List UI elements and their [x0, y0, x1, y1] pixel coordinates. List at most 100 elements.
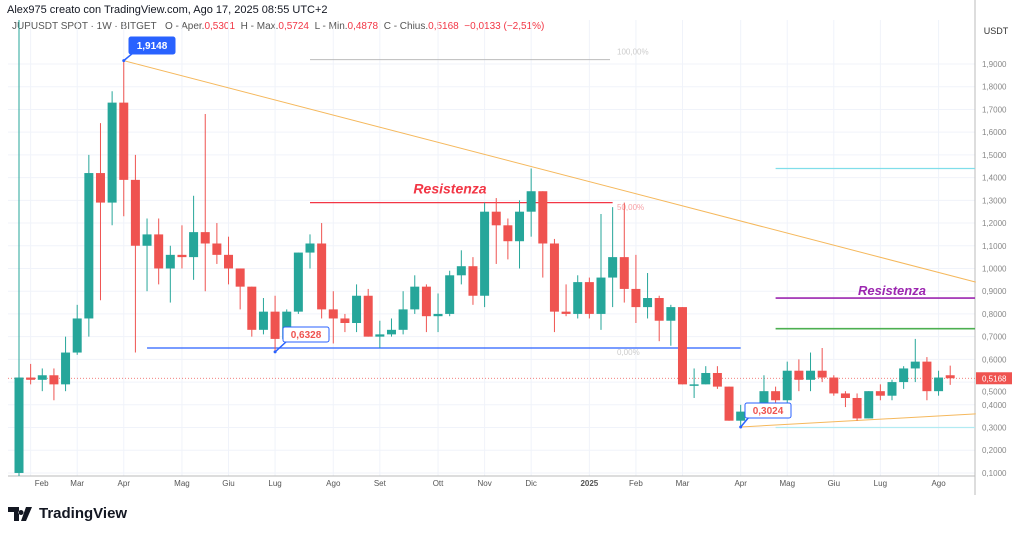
candle-body [177, 254, 187, 258]
resistance-label-1: Resistenza [413, 181, 486, 197]
y-tick-label: 1,5000 [982, 151, 1007, 160]
callout-anchor [739, 425, 743, 429]
candle-body [352, 295, 362, 324]
x-tick-label: Lug [874, 479, 887, 488]
y-tick-label: 0,9000 [982, 287, 1007, 296]
candle-body [363, 295, 373, 337]
candle-body [305, 243, 315, 253]
high-label-callout: 1,9148 [122, 36, 176, 63]
callout-pointer [274, 340, 288, 353]
candle-body [899, 368, 909, 383]
x-tick-label: Apr [734, 479, 747, 488]
candle-body [398, 309, 408, 330]
candle-body [701, 372, 711, 385]
symbol-name[interactable]: JUPUSDT SPOT · 1W · BITGET [12, 21, 157, 32]
candle-body [503, 225, 513, 242]
candle-body [293, 252, 303, 312]
candle-body [154, 234, 164, 269]
candle-body [200, 232, 210, 244]
candle-body [736, 411, 746, 421]
y-tick-label: 1,9000 [982, 60, 1007, 69]
candle-body [165, 254, 175, 269]
candle-body [608, 257, 618, 278]
y-tick-label: 0,6000 [982, 355, 1007, 364]
candle-body [61, 352, 71, 385]
last-price-tag [976, 372, 1012, 385]
currency-label: USDT [984, 26, 1009, 36]
high-value: 0,5724 [278, 21, 309, 32]
x-tick-label: Lug [268, 479, 281, 488]
candle-body [771, 391, 781, 401]
last-price-label: 0,5168 [982, 374, 1007, 383]
candle-body [549, 243, 559, 312]
x-tick-label: Mag [779, 479, 795, 488]
candle-body [142, 234, 152, 246]
candle-body [910, 361, 920, 369]
candle-body [689, 384, 699, 386]
candle-body [666, 307, 676, 321]
x-tick-label: Apr [118, 479, 131, 488]
candle-body [258, 311, 268, 330]
candle-body [468, 266, 478, 296]
candle-body [386, 329, 396, 335]
candle-body [72, 318, 82, 353]
candle-body [456, 266, 466, 276]
fib-level-label: 0,00% [617, 348, 640, 357]
callout-box [282, 326, 330, 343]
high-label: H - Max. [240, 21, 279, 32]
open-value: 0,5301 [204, 21, 236, 32]
candle-body [934, 377, 944, 392]
candle-body [584, 282, 594, 314]
candle-body [247, 286, 257, 330]
candle-body [643, 298, 653, 308]
candle-body [340, 318, 350, 324]
tradingview-logo[interactable]: TradingView [8, 505, 127, 522]
symbol-legend: JUPUSDT SPOT · 1W · BITGET O - Aper.0,53… [12, 21, 544, 32]
x-tick-label: Set [374, 479, 387, 488]
candle-body [375, 334, 385, 337]
tradingview-logo-text: TradingView [39, 505, 128, 522]
x-tick-label: 2025 [580, 479, 598, 488]
x-tick-label: Feb [629, 479, 643, 488]
candle-body [212, 243, 222, 255]
candle-body [235, 268, 245, 287]
y-tick-label: 0,1000 [982, 469, 1007, 478]
callout-anchor [273, 350, 277, 354]
candle-body [328, 309, 338, 319]
candle-body [224, 254, 234, 269]
x-tick-label: Ago [931, 479, 946, 488]
y-tick-label: 1,6000 [982, 128, 1007, 137]
candle-body [945, 375, 955, 379]
x-tick-label: Feb [35, 479, 49, 488]
callout-pointer [740, 416, 750, 428]
candle-body [619, 257, 629, 289]
x-tick-label: Mar [70, 479, 84, 488]
fib-level-label: 100,00% [617, 48, 649, 57]
candle-body [421, 286, 431, 317]
x-tick-label: Mar [676, 479, 690, 488]
y-tick-label: 1,4000 [982, 174, 1007, 183]
candle-body [654, 298, 664, 321]
y-tick-label: 1,2000 [982, 219, 1007, 228]
x-tick-label: Giu [828, 479, 840, 488]
candle-body [445, 275, 455, 314]
y-tick-label: 0,3000 [982, 424, 1007, 433]
candle-body [95, 173, 105, 203]
y-tick-label: 0,4000 [982, 401, 1007, 410]
candle-body [130, 179, 140, 246]
candle-body [49, 375, 59, 385]
y-tick-label: 1,0000 [982, 264, 1007, 273]
candle-body [538, 191, 548, 244]
close-value: 0,5168 [428, 21, 459, 32]
open-label: O - Aper. [165, 21, 205, 32]
y-tick-label: 1,1000 [982, 242, 1007, 251]
change-value: −0,0133 (−2,51%) [464, 21, 545, 32]
fib-level-label: 50,00% [617, 203, 644, 212]
low2-label-callout: 0,3024 [739, 402, 792, 429]
x-tick-label: Giu [222, 479, 234, 488]
candle-body [119, 102, 129, 180]
candle-body [14, 377, 24, 473]
tradingview-logo-icon [8, 506, 32, 521]
candle-body [840, 393, 850, 398]
